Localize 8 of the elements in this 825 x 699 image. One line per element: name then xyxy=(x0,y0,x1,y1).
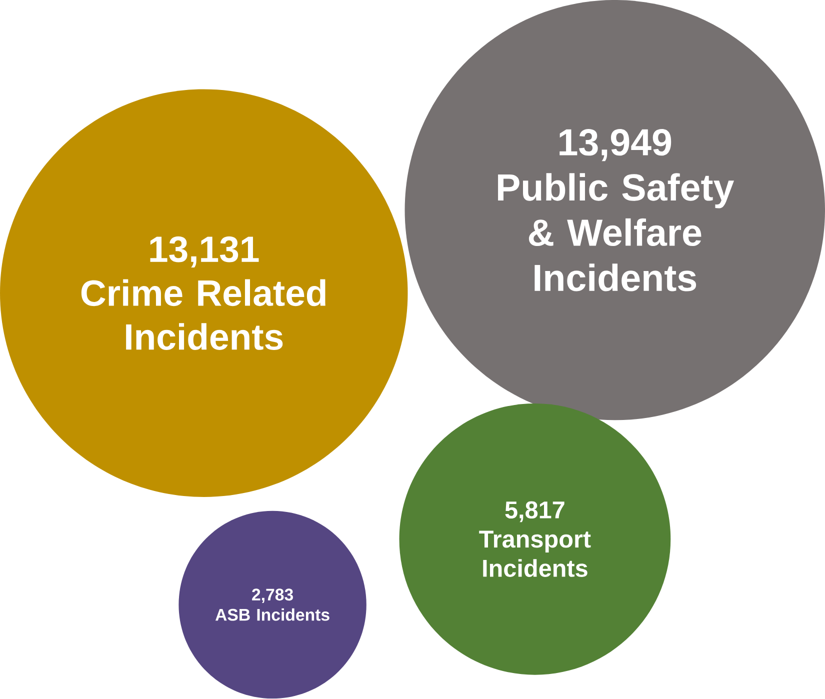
category-label: ASB Incidents xyxy=(215,608,330,621)
category-label: Transport Incidents xyxy=(479,530,591,578)
category-label: Crime Related Incidents xyxy=(81,279,326,350)
category-label: Public Safety & Welfare Incidents xyxy=(498,173,734,292)
data-label: 13,949 xyxy=(560,129,672,162)
data-label: 13,131 xyxy=(150,236,259,268)
data-label: 2,783 xyxy=(252,588,293,604)
data-label: 5,817 xyxy=(505,502,564,522)
